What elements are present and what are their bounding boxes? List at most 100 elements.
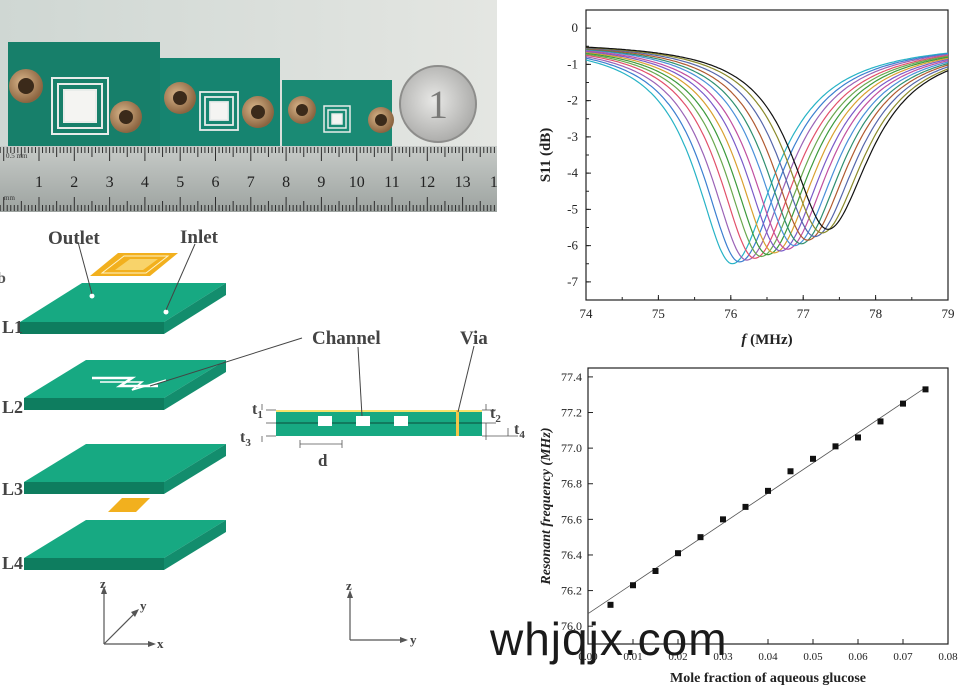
ruler-number: 4 bbox=[141, 174, 149, 191]
ruler-numbers: 1234567891011121314 bbox=[35, 174, 497, 191]
dimension-lines bbox=[261, 404, 518, 448]
x-tick-label: 77 bbox=[797, 306, 811, 321]
tube-connectors bbox=[9, 69, 394, 133]
ruler-number: 12 bbox=[419, 174, 435, 191]
ruler-number: 13 bbox=[455, 174, 471, 191]
x-tick-label: 78 bbox=[869, 306, 882, 321]
resonant-frequency-chart: 0.00 0.01 0.02 0.03 0.04 0.05 0.06 0.07 0.08 76.0… bbox=[539, 367, 958, 686]
ruler-number: 3 bbox=[106, 174, 114, 191]
channel-leader bbox=[357, 346, 363, 417]
data-point bbox=[697, 534, 704, 541]
ruler bbox=[0, 146, 497, 212]
layer-label-L1: L1 bbox=[2, 317, 23, 337]
layer-L4 bbox=[24, 520, 226, 570]
data-point bbox=[810, 455, 816, 462]
via-leader bbox=[457, 345, 475, 413]
y-tick-label: 77.2 bbox=[561, 406, 582, 420]
axes-left bbox=[101, 586, 156, 647]
x-tick-label: 0.05 bbox=[803, 651, 823, 663]
ruler-number: 10 bbox=[349, 174, 365, 191]
axis-x-left: x bbox=[157, 636, 164, 651]
dim-t2: t2 bbox=[490, 405, 501, 425]
data-point bbox=[832, 443, 839, 450]
data-point bbox=[720, 516, 726, 523]
svg-text:1: 1 bbox=[428, 82, 448, 127]
channel-leader-left bbox=[149, 337, 303, 387]
y-tick-label: 76.2 bbox=[561, 584, 582, 598]
s11-curve bbox=[585, 50, 949, 252]
layer-label-L4: L4 bbox=[2, 553, 23, 573]
layer-schematic: b Outlet Inlet L1 L2 L3 L4 bbox=[0, 227, 525, 651]
x-tick-label: 76 bbox=[724, 306, 738, 321]
axis-y-left: y bbox=[140, 598, 147, 613]
y-tick-label: 0 bbox=[572, 20, 579, 35]
ruler-number: 7 bbox=[247, 174, 255, 191]
axis-y-right: y bbox=[410, 632, 417, 647]
ruler-number: 8 bbox=[282, 174, 290, 191]
layer-L3 bbox=[24, 444, 226, 494]
axis-z-left: z bbox=[100, 576, 106, 591]
device-photo: 1 1234567891011121314 0.5 mm mm bbox=[0, 0, 497, 212]
data-point bbox=[742, 503, 749, 510]
y-tick-label: 76.6 bbox=[561, 512, 582, 526]
s11-curve bbox=[585, 54, 949, 261]
gold-coil-top bbox=[90, 253, 178, 276]
coil-medium bbox=[199, 91, 239, 131]
gold-pad bbox=[108, 498, 150, 512]
x-tick-label: 0.00 bbox=[578, 651, 598, 663]
layer-L2 bbox=[24, 360, 226, 410]
ruler-number: 1 bbox=[35, 174, 43, 191]
ruler-number: 11 bbox=[384, 174, 399, 191]
y-axis-label: Resonant frequency (MHz) bbox=[539, 427, 554, 585]
data-point bbox=[787, 468, 794, 475]
data-point bbox=[765, 487, 771, 494]
x-tick-label: 0.07 bbox=[893, 651, 913, 663]
ruler-unit-bottom: mm bbox=[4, 194, 15, 202]
layer-label-L3: L3 bbox=[2, 479, 23, 499]
ruler-unit-top: 0.5 mm bbox=[6, 152, 28, 160]
ruler-ticks bbox=[0, 147, 495, 211]
y-tick-label: 76.8 bbox=[561, 477, 582, 491]
s11-curve bbox=[585, 52, 949, 265]
y-tick-label: 77.0 bbox=[561, 441, 582, 455]
label-outlet: Outlet bbox=[48, 228, 100, 249]
s11-curve bbox=[585, 47, 949, 238]
ruler-number: 6 bbox=[212, 174, 220, 191]
s11-curve bbox=[585, 49, 949, 247]
y-tick-label: 76.0 bbox=[561, 619, 582, 633]
layer-label-L2: L2 bbox=[2, 397, 23, 417]
x-tick-label: 74 bbox=[580, 306, 594, 321]
label-channel: Channel bbox=[312, 328, 381, 349]
s11-curve bbox=[585, 51, 949, 254]
data-point bbox=[652, 567, 659, 574]
x-tick-label: 0.04 bbox=[758, 651, 778, 663]
y-tick-label: -5 bbox=[567, 201, 578, 216]
y-tick-label: -7 bbox=[567, 274, 578, 289]
cross-section bbox=[276, 410, 482, 436]
coil-small bbox=[323, 105, 351, 133]
data-point bbox=[675, 550, 681, 557]
plot-frame bbox=[587, 367, 949, 645]
data-point bbox=[900, 400, 906, 407]
y-tick-label: -2 bbox=[567, 93, 578, 108]
s11-curve bbox=[585, 52, 949, 256]
data-point bbox=[607, 601, 614, 608]
fit-line bbox=[587, 387, 926, 615]
coin: 1 bbox=[399, 65, 477, 143]
x-tick-label: 0.03 bbox=[713, 651, 733, 663]
panel-label-b: b bbox=[0, 270, 6, 287]
x-tick-label: 0.06 bbox=[848, 651, 868, 663]
ruler-number: 9 bbox=[317, 174, 325, 191]
axis-z-right: z bbox=[346, 578, 352, 593]
y-tick-label: -1 bbox=[567, 56, 578, 71]
dim-t1: t1 bbox=[252, 401, 263, 421]
x-tick-label: 79 bbox=[942, 306, 955, 321]
s11-curve bbox=[585, 48, 949, 245]
label-via: Via bbox=[460, 328, 488, 349]
ruler-number: 2 bbox=[70, 174, 78, 191]
y-tick-label: 77.4 bbox=[561, 370, 582, 384]
watermark: whjqjx.com bbox=[490, 613, 728, 665]
y-tick-label: 76.4 bbox=[561, 548, 582, 562]
s11-chart: 74 75 76 77 78 79 0 -1 -2 -3 -4 -5 -6 -7 f (MHz) S11 (d… bbox=[538, 9, 955, 348]
dim-t3: t3 bbox=[240, 429, 251, 449]
